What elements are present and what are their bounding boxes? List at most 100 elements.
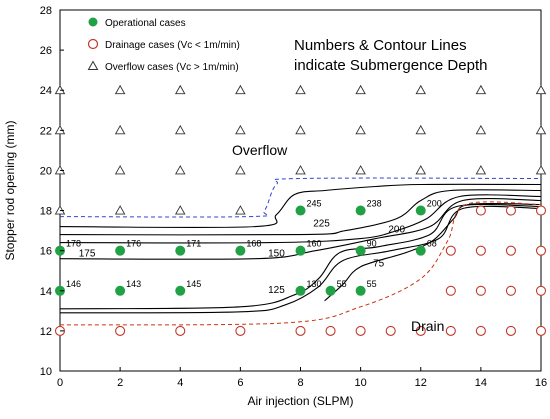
drainage-circle-marker	[385, 325, 396, 336]
legend-marker-operational	[88, 17, 98, 27]
drainage-circle-marker	[505, 205, 516, 216]
point-value-label: 55	[367, 279, 377, 289]
annotation-line-2: indicate Submergence Depth	[294, 57, 487, 74]
contour-label: 150	[268, 249, 285, 260]
point-value-label: 146	[66, 279, 81, 289]
drainage-circle-marker	[505, 245, 516, 256]
overflow-triangle-marker	[114, 165, 126, 175]
overflow-triangle-marker	[235, 124, 246, 135]
point-value-label: 176	[126, 239, 141, 249]
x-tick-label: 14	[475, 377, 487, 389]
drainage-circle-marker	[445, 285, 456, 296]
overflow-triangle-marker	[415, 124, 427, 135]
y-tick-label: 16	[40, 246, 52, 258]
drainage-circle-marker	[235, 325, 246, 336]
contour-label: 200	[388, 225, 405, 236]
overflow-triangle-marker	[415, 165, 427, 175]
y-tick-label: 18	[40, 206, 52, 218]
point-value-label: 245	[307, 199, 322, 209]
drainage-circle-marker	[475, 285, 486, 296]
operational-point-marker	[295, 245, 306, 256]
drainage-circle-marker	[475, 325, 486, 336]
drainage-circle-marker	[535, 245, 547, 256]
y-tick-label: 22	[40, 125, 52, 137]
operational-point-marker	[325, 285, 336, 296]
overflow-triangle-marker	[415, 84, 427, 95]
x-tick-label: 2	[117, 377, 123, 389]
drainage-circle-marker	[355, 325, 366, 336]
contour-layer	[59, 183, 542, 314]
point-value-label: 200	[427, 199, 442, 209]
overflow-triangle-marker	[174, 165, 186, 175]
drainage-circle-marker	[175, 325, 186, 336]
overflow-triangle-marker	[174, 124, 186, 135]
overflow-triangle-marker	[235, 205, 246, 215]
contour-label: 175	[79, 249, 96, 260]
operational-point-marker	[295, 205, 306, 216]
point-value-label: 171	[186, 239, 201, 249]
overflow-triangle-marker	[235, 84, 246, 95]
y-tick-label: 12	[40, 326, 52, 338]
contour-label: 75	[373, 259, 385, 270]
operational-point-marker	[115, 245, 126, 256]
legend-label-drainage: Drainage cases (Vc < 1m/min)	[105, 40, 240, 51]
overflow-triangle-marker	[174, 205, 186, 215]
drainage-circle-marker	[445, 325, 456, 336]
overflow-triangle-marker	[535, 84, 547, 95]
operational-point-marker	[235, 245, 246, 256]
drainage-circle-marker	[415, 325, 426, 336]
overflow-triangle-marker	[475, 165, 487, 175]
x-tick-label: 10	[355, 377, 367, 389]
operational-point-marker	[415, 245, 426, 256]
operational-point-marker	[355, 285, 366, 296]
label-layer: 225 200 175 150 75 125 178 146 176 143 171 145 168 24…	[66, 199, 442, 296]
operational-point-marker	[295, 285, 306, 296]
overflow-triangle-marker	[114, 84, 126, 95]
contour-line	[59, 205, 542, 314]
point-value-label: 145	[186, 279, 201, 289]
y-tick-label: 24	[40, 85, 52, 97]
y-tick-label: 10	[40, 366, 52, 378]
x-tick-label: 16	[535, 377, 547, 389]
contour-line	[59, 194, 542, 244]
x-tick-label: 8	[297, 377, 303, 389]
x-tick-label: 12	[415, 377, 427, 389]
operational-point-marker	[355, 245, 366, 256]
drainage-circle-marker	[535, 285, 547, 296]
point-value-label: 143	[126, 279, 141, 289]
overflow-triangle-marker	[295, 165, 306, 175]
point-value-label: 160	[307, 239, 322, 249]
overflow-region-label: Overflow	[232, 142, 288, 158]
drainage-circle-marker	[475, 245, 486, 256]
contour-line	[59, 203, 542, 310]
point-value-label: 168	[246, 239, 261, 249]
point-value-label: 68	[427, 239, 437, 249]
boundary-layer	[59, 177, 542, 326]
overflow-triangle-marker	[475, 124, 487, 135]
drainage-circle-marker	[115, 325, 126, 336]
overflow-triangle-marker	[114, 205, 126, 215]
y-tick-label: 28	[40, 5, 52, 17]
point-value-label: 90	[367, 239, 377, 249]
overflow-triangle-marker	[475, 84, 487, 95]
contour-line	[59, 198, 542, 260]
overflow-triangle-marker	[355, 165, 366, 175]
marker-layer	[54, 84, 547, 336]
legend-marker-drainage	[87, 38, 99, 50]
overflow-triangle-marker	[355, 124, 366, 135]
y-tick-label: 26	[40, 45, 52, 57]
overflow-triangle-marker	[235, 165, 246, 175]
drain-boundary-line	[59, 201, 542, 326]
contour-label: 225	[313, 219, 330, 230]
drain-region-label: Drain	[411, 318, 444, 334]
operational-point-marker	[175, 245, 186, 256]
legend-label-overflow: Overflow cases (Vc > 1m/min)	[105, 62, 239, 73]
operational-point-marker	[355, 205, 366, 216]
drainage-circle-marker	[475, 205, 486, 216]
legend-marker-overflow	[87, 60, 99, 70]
x-tick-label: 0	[57, 377, 63, 389]
contour-line	[59, 189, 542, 236]
